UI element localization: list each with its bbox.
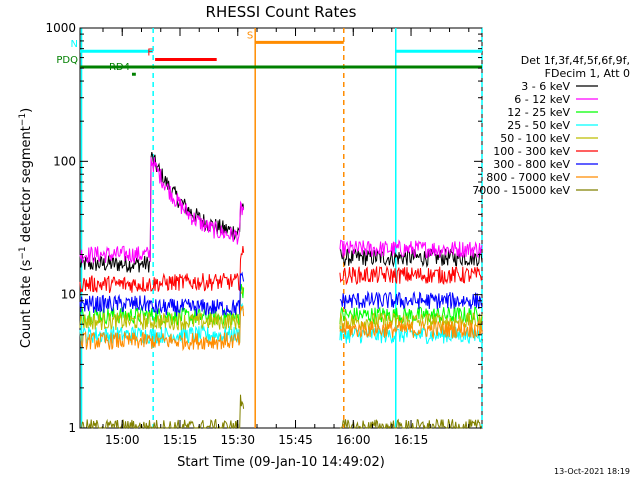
legend-header-1: FDecim 1, Att 0 bbox=[545, 67, 630, 80]
plot-frame bbox=[79, 27, 483, 429]
flag-label-s: S bbox=[247, 30, 253, 41]
series-line-7 bbox=[79, 305, 483, 352]
x-tick-label-1: 15:15 bbox=[163, 433, 198, 447]
x-tick-label-5: 16:15 bbox=[394, 433, 429, 447]
footer-timestamp: 13-Oct-2021 18:19 bbox=[554, 467, 630, 476]
flag-group: N F S PDQ RD4 bbox=[56, 30, 482, 76]
legend-label-8: 7000 - 15000 keV bbox=[472, 184, 570, 197]
series-line-8 bbox=[80, 394, 483, 430]
x-axis-label: Start Time (09-Jan-10 14:49:02) bbox=[177, 455, 385, 470]
y-axis-label-sup2: −1 bbox=[18, 113, 28, 126]
legend-label-4: 50 - 100 keV bbox=[500, 132, 570, 145]
legend-label-3: 25 - 50 keV bbox=[507, 119, 570, 132]
series-line-0 bbox=[79, 151, 483, 273]
y-tick-label-2: 100 bbox=[53, 154, 76, 168]
flag-label-pdq: PDQ bbox=[56, 55, 78, 66]
chart-title: RHESSI Count Rates bbox=[206, 3, 357, 21]
x-tick-label-0: 15:00 bbox=[105, 433, 140, 447]
x-tick-label-3: 15:45 bbox=[278, 433, 313, 447]
series-line-1 bbox=[79, 157, 483, 264]
series-group bbox=[79, 151, 483, 430]
y-tick-label-1: 10 bbox=[61, 288, 76, 302]
series-line-6 bbox=[79, 271, 483, 317]
legend-label-0: 3 - 6 keV bbox=[521, 80, 570, 93]
y-tick-label-3: 1000 bbox=[45, 21, 76, 35]
legend-header-0: Det 1f,3f,4f,5f,6f,9f, bbox=[521, 54, 630, 67]
y-axis-label-main: Count Rate (s bbox=[19, 259, 34, 348]
vertical-marker-group bbox=[80, 28, 483, 428]
axes-group: 1 10 100 1000 15:00 15:15 15:30 15:45 16:00 16:15 bbox=[45, 21, 482, 447]
flag-label-n: N bbox=[71, 39, 78, 50]
legend-label-2: 12 - 25 keV bbox=[507, 106, 570, 119]
y-axis-label-sup1: −1 bbox=[18, 246, 28, 259]
series-line-5 bbox=[79, 246, 483, 294]
x-tick-label-2: 15:30 bbox=[220, 433, 255, 447]
y-tick-label-0: 1 bbox=[68, 421, 76, 435]
legend-label-5: 100 - 300 keV bbox=[493, 145, 570, 158]
legend-label-7: 800 - 7000 keV bbox=[486, 171, 570, 184]
legend-group: Det 1f,3f,4f,5f,6f,9f,FDecim 1, Att 03 -… bbox=[472, 54, 630, 197]
y-axis-label-mid: detector segment bbox=[19, 126, 34, 246]
y-axis-label-end: ) bbox=[19, 108, 34, 113]
x-tick-label-4: 16:00 bbox=[336, 433, 371, 447]
flag-label-f: F bbox=[147, 48, 153, 59]
legend-label-6: 300 - 800 keV bbox=[493, 158, 570, 171]
flag-label-rd4: RD4 bbox=[109, 62, 130, 73]
legend-label-1: 6 - 12 keV bbox=[514, 93, 570, 106]
y-axis-label: Count Rate (s−1 detector segment−1) bbox=[18, 108, 34, 348]
